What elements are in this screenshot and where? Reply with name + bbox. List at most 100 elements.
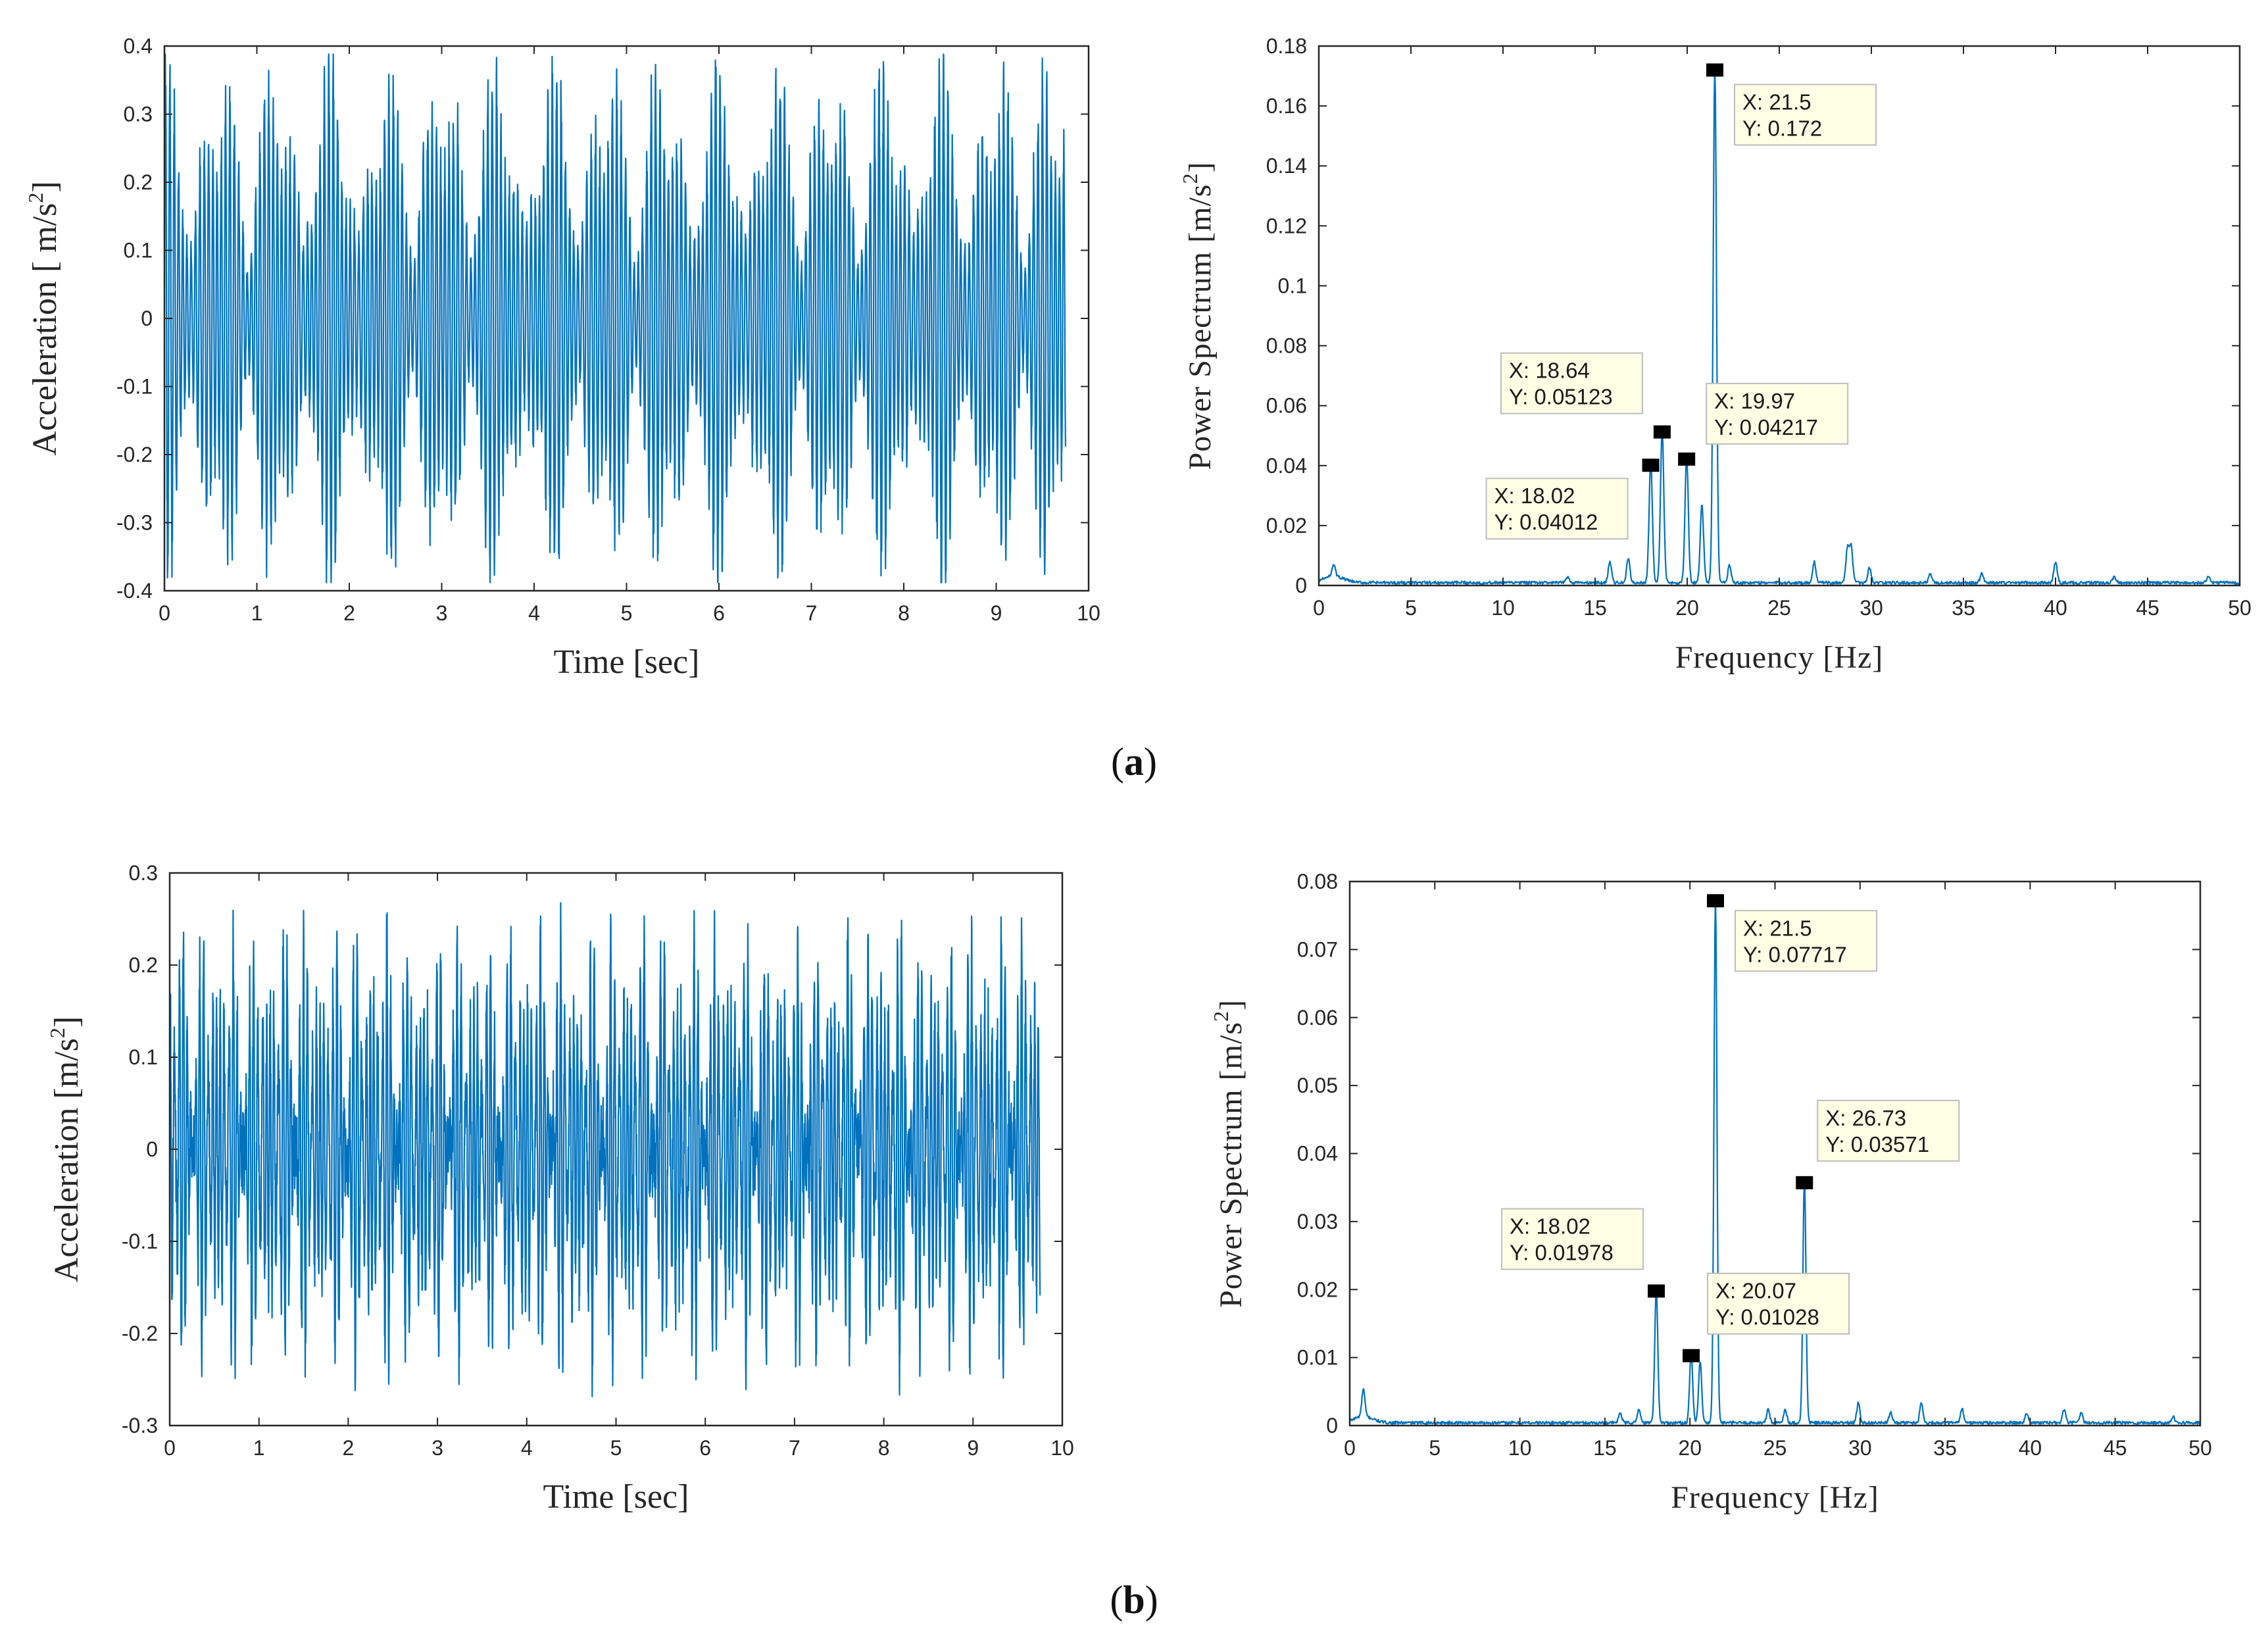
datatip-y-value: Y: 0.04217 [1714, 415, 1818, 439]
datatip-y-value: Y: 0.07717 [1743, 942, 1847, 966]
y-tick-label: -0.1 [122, 1230, 158, 1253]
panel-label-a-open: ( [1111, 740, 1124, 783]
x-tick-label: 15 [1593, 1436, 1617, 1460]
y-tick-label: -0.2 [122, 1322, 158, 1345]
datatip-marker[interactable] [1706, 894, 1724, 908]
y-tick-label: 0 [1326, 1414, 1338, 1437]
x-axis-label: Time [sec] [543, 1478, 689, 1516]
y-tick-label: 0.14 [1266, 154, 1307, 178]
y-tick-label: 0 [141, 307, 153, 330]
datatip-x-value: X: 18.64 [1509, 359, 1590, 383]
datatip-marker[interactable] [1678, 452, 1696, 466]
x-tick-label: 8 [878, 1436, 890, 1460]
datatip-box [1707, 1272, 1850, 1335]
y-axis-label-end: ] [1214, 999, 1248, 1010]
x-tick-label: 30 [1860, 596, 1883, 620]
y-tick-label: -0.3 [116, 511, 153, 535]
x-tick-label: 10 [1508, 1436, 1532, 1460]
datatip-box [1734, 910, 1877, 972]
x-tick-label: 7 [806, 601, 818, 625]
x-tick-label: 50 [2188, 1436, 2212, 1460]
datatip-x-value: X: 21.5 [1743, 916, 1812, 940]
x-axis-label: Time [sec] [554, 643, 700, 681]
panel-label-b: (b) [1110, 1578, 1158, 1622]
y-axis-label-end: ] [48, 1016, 86, 1028]
datatip-marker[interactable] [1683, 1349, 1700, 1362]
x-tick-label: 9 [967, 1436, 979, 1460]
y-tick-label: 0.12 [1266, 214, 1307, 237]
datatip-marker[interactable] [1642, 459, 1660, 472]
datatip-box [1500, 352, 1643, 414]
x-tick-label: 5 [1405, 596, 1417, 620]
x-tick-label: 0 [1344, 1436, 1356, 1460]
datatip-y-value: Y: 0.04012 [1494, 510, 1598, 534]
datatip-y-value: Y: 0.03571 [1825, 1132, 1929, 1156]
datatip-box [1500, 1208, 1644, 1270]
datatip-x-value: X: 26.73 [1825, 1106, 1906, 1130]
panel-label-b-close: ) [1145, 1578, 1158, 1622]
datatip-marker[interactable] [1653, 425, 1671, 439]
y-axis-label-superscript: 2 [24, 193, 47, 203]
x-tick-label: 1 [251, 601, 263, 625]
panel-label-a-close: ) [1144, 740, 1157, 783]
datatip-marker[interactable] [1706, 63, 1723, 77]
x-tick-label: 10 [1077, 601, 1100, 625]
y-tick-label: 0.02 [1297, 1278, 1338, 1301]
acceleration-series [168, 902, 1041, 1398]
chart-b-time: 0 1 2 3 4 5 6 7 8 9 10 -0.3 -0.2 -0.1 0 0.1 0.2 0.3 Time [… [45, 861, 1074, 1516]
panel-label-a: (a) [1111, 740, 1157, 783]
x-tick-label: 1 [253, 1436, 265, 1460]
datatip-box [1817, 1099, 1960, 1162]
x-tick-label: 4 [521, 1436, 533, 1460]
y-axis-label-main: Power Spectrum [m/s [1214, 1022, 1248, 1308]
datatip-x-value: X: 20.07 [1715, 1279, 1796, 1303]
datatip-box [1485, 478, 1629, 540]
y-tick-label: 0.1 [129, 1045, 158, 1069]
datatip-marker[interactable] [1796, 1176, 1813, 1189]
y-tick-label: 0.08 [1297, 870, 1338, 893]
x-tick-label: 9 [991, 601, 1002, 625]
y-axis-label-main: Acceleration [ m/s [26, 203, 64, 456]
x-tick-label: 25 [1763, 1436, 1787, 1460]
chart-b-spectrum: 0 5 10 15 20 25 30 35 40 45 50 0 0.01 0.02 0.03 0.04 0.0… [1209, 870, 2212, 1515]
x-tick-label: 30 [1848, 1436, 1872, 1460]
x-axis-label: Frequency [Hz] [1671, 1480, 1879, 1515]
y-tick-label: 0 [1295, 574, 1307, 597]
x-tick-label: 2 [343, 601, 355, 625]
datatip-y-value: Y: 0.05123 [1509, 385, 1613, 409]
x-tick-label: 50 [2228, 596, 2252, 620]
datatip-y-value: Y: 0.172 [1742, 116, 1822, 140]
x-tick-label: 3 [431, 1436, 443, 1460]
datatip-marker[interactable] [1647, 1284, 1665, 1298]
y-tick-label: 0.2 [124, 170, 153, 194]
datatip-x-value: X: 21.5 [1742, 89, 1812, 114]
y-tick-label: 0.4 [124, 34, 153, 58]
x-axis-label: Frequency [Hz] [1675, 640, 1884, 675]
y-axis-label: Acceleration [m/s2] [45, 1016, 86, 1282]
x-tick-label: 5 [1429, 1436, 1441, 1460]
y-tick-label: 0.06 [1266, 394, 1307, 418]
y-tick-label: 0.16 [1266, 94, 1307, 118]
panel-label-b-open: ( [1110, 1578, 1123, 1622]
y-tick-label: 0.03 [1297, 1210, 1338, 1233]
x-tick-label: 35 [1933, 1436, 1957, 1460]
x-tick-label: 4 [528, 601, 540, 625]
x-tick-label: 8 [898, 601, 910, 625]
y-axis-label-superscript: 2 [45, 1028, 69, 1038]
chart-a-spectrum: 0 5 10 15 20 25 30 35 40 45 50 0 0.02 0.04 0.06 0.08 0.1… [1178, 34, 2252, 675]
x-tick-label: 0 [164, 1436, 176, 1460]
y-tick-label: 0.02 [1266, 514, 1307, 537]
y-tick-label: 0.3 [124, 103, 153, 126]
datatip-y-value: Y: 0.01978 [1510, 1241, 1614, 1265]
y-tick-label: -0.4 [116, 579, 153, 603]
x-tick-label: 40 [2044, 596, 2067, 620]
x-tick-label: 6 [713, 601, 725, 625]
x-tick-label: 10 [1050, 1436, 1074, 1460]
y-axis-label-superscript: 2 [1178, 173, 1202, 184]
y-axis-label: Acceleration [ m/s2] [24, 181, 64, 455]
x-tick-label: 0 [1313, 596, 1325, 620]
x-tick-label: 3 [436, 601, 448, 625]
y-tick-label: 0.08 [1266, 334, 1307, 358]
y-tick-label: 0.05 [1297, 1074, 1338, 1097]
